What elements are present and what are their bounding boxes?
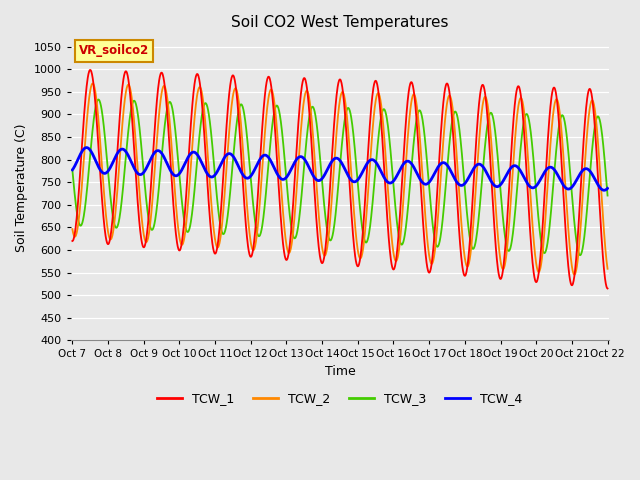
Text: VR_soilco2: VR_soilco2: [79, 45, 149, 58]
TCW_4: [600, 187, 608, 193]
TCW_3: [296, 210, 303, 216]
TCW_3: [132, 101, 140, 107]
TCW_3: [68, 167, 76, 173]
TCW_2: [68, 226, 76, 232]
Line: TCW_2: TCW_2: [72, 84, 607, 275]
Line: TCW_1: TCW_1: [72, 70, 607, 288]
TCW_4: [110, 157, 118, 163]
TCW_2: [604, 266, 611, 272]
TCW_2: [307, 108, 315, 114]
TCW_3: [307, 107, 315, 112]
TCW_4: [296, 154, 303, 160]
TCW_3: [110, 220, 118, 226]
TCW_4: [317, 177, 324, 183]
TCW_4: [132, 168, 140, 174]
TCW_3: [95, 96, 102, 102]
TCW_1: [373, 82, 381, 87]
TCW_2: [132, 142, 140, 147]
TCW_1: [317, 256, 324, 262]
X-axis label: Time: Time: [324, 365, 355, 378]
TCW_2: [296, 142, 303, 148]
Legend: TCW_1, TCW_2, TCW_3, TCW_4: TCW_1, TCW_2, TCW_3, TCW_4: [152, 387, 527, 410]
Title: Soil CO2 West Temperatures: Soil CO2 West Temperatures: [231, 15, 449, 30]
TCW_2: [89, 81, 97, 86]
TCW_1: [110, 196, 118, 202]
TCW_4: [373, 161, 381, 167]
TCW_3: [373, 146, 381, 152]
TCW_1: [86, 67, 94, 73]
TCW_2: [317, 232, 324, 238]
Line: TCW_4: TCW_4: [72, 147, 607, 190]
TCW_3: [576, 252, 584, 258]
Y-axis label: Soil Temperature (C): Soil Temperature (C): [15, 124, 28, 252]
TCW_1: [132, 173, 140, 179]
TCW_4: [604, 185, 611, 191]
TCW_2: [110, 222, 118, 228]
TCW_1: [307, 131, 315, 136]
TCW_4: [307, 168, 315, 174]
TCW_4: [68, 167, 76, 173]
TCW_1: [68, 238, 76, 244]
TCW_1: [296, 102, 303, 108]
TCW_3: [604, 192, 611, 198]
TCW_1: [604, 286, 611, 291]
TCW_4: [83, 144, 90, 150]
TCW_3: [317, 160, 324, 166]
TCW_2: [570, 272, 578, 277]
Line: TCW_3: TCW_3: [72, 99, 607, 255]
TCW_2: [373, 91, 381, 97]
